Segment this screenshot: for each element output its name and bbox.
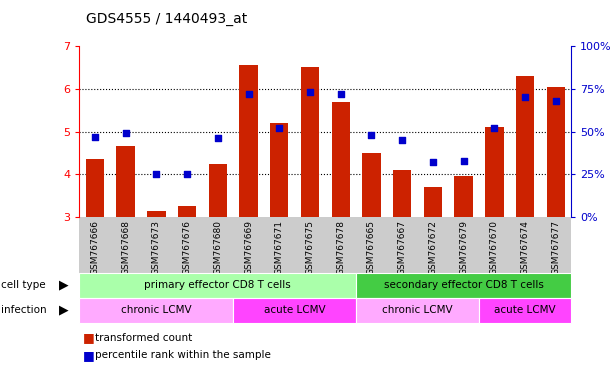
- Text: acute LCMV: acute LCMV: [494, 305, 556, 315]
- Text: ▶: ▶: [59, 279, 69, 291]
- Bar: [393, 170, 411, 217]
- Text: GSM767674: GSM767674: [521, 220, 530, 275]
- Point: [551, 98, 561, 104]
- Text: GSM767675: GSM767675: [306, 220, 315, 275]
- Text: ▶: ▶: [59, 304, 69, 316]
- Text: chronic LCMV: chronic LCMV: [121, 305, 192, 315]
- Point: [152, 171, 161, 177]
- Point: [90, 134, 100, 140]
- Text: GSM767673: GSM767673: [152, 220, 161, 275]
- Bar: [424, 187, 442, 217]
- Point: [274, 125, 284, 131]
- Bar: [485, 127, 503, 217]
- Bar: [86, 159, 104, 217]
- Text: GSM767680: GSM767680: [213, 220, 222, 275]
- Point: [367, 132, 376, 138]
- Text: transformed count: transformed count: [95, 333, 192, 343]
- Bar: [547, 87, 565, 217]
- Point: [397, 137, 407, 143]
- Bar: [516, 76, 535, 217]
- Bar: [301, 68, 319, 217]
- Text: GSM767677: GSM767677: [551, 220, 560, 275]
- Bar: [332, 102, 350, 217]
- Bar: [240, 65, 258, 217]
- Bar: [208, 164, 227, 217]
- Text: ■: ■: [82, 331, 94, 344]
- Text: GSM767667: GSM767667: [398, 220, 407, 275]
- Text: chronic LCMV: chronic LCMV: [382, 305, 453, 315]
- Text: GSM767669: GSM767669: [244, 220, 253, 275]
- Text: GSM767670: GSM767670: [490, 220, 499, 275]
- Bar: [455, 176, 473, 217]
- Text: infection: infection: [1, 305, 46, 315]
- Point: [213, 135, 222, 141]
- Point: [489, 125, 499, 131]
- Text: secondary effector CD8 T cells: secondary effector CD8 T cells: [384, 280, 544, 290]
- Text: GSM767672: GSM767672: [428, 220, 437, 275]
- Text: GSM767671: GSM767671: [275, 220, 284, 275]
- Bar: [270, 123, 288, 217]
- Text: GDS4555 / 1440493_at: GDS4555 / 1440493_at: [86, 12, 247, 25]
- Text: GSM767679: GSM767679: [459, 220, 468, 275]
- Text: primary effector CD8 T cells: primary effector CD8 T cells: [144, 280, 291, 290]
- Text: acute LCMV: acute LCMV: [264, 305, 326, 315]
- Text: cell type: cell type: [1, 280, 45, 290]
- Text: GSM767676: GSM767676: [183, 220, 191, 275]
- Text: GSM767666: GSM767666: [90, 220, 100, 275]
- Point: [305, 89, 315, 95]
- Point: [336, 91, 346, 97]
- Bar: [116, 146, 135, 217]
- Text: percentile rank within the sample: percentile rank within the sample: [95, 350, 271, 360]
- Bar: [178, 206, 196, 217]
- Text: GSM767678: GSM767678: [336, 220, 345, 275]
- Bar: [147, 210, 166, 217]
- Text: ■: ■: [82, 349, 94, 362]
- Point: [521, 94, 530, 101]
- Bar: [362, 153, 381, 217]
- Point: [428, 159, 438, 166]
- Point: [120, 130, 130, 136]
- Text: GSM767668: GSM767668: [121, 220, 130, 275]
- Point: [182, 171, 192, 177]
- Point: [244, 91, 254, 97]
- Point: [459, 157, 469, 164]
- Text: GSM767665: GSM767665: [367, 220, 376, 275]
